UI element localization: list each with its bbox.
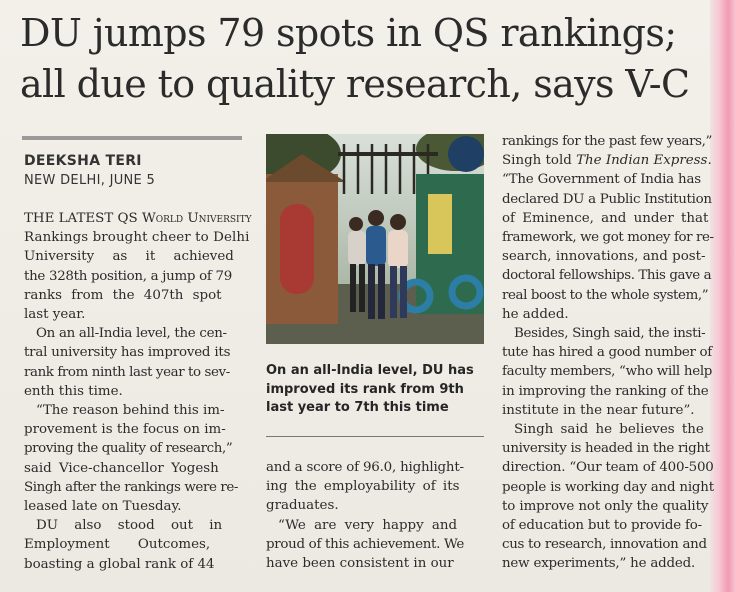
text-line: ranks from the 407th spot [24,287,222,303]
text-line: last year. [24,307,86,323]
text-line: and a score of 96.0, highlight- [266,460,464,475]
text-line: to improve not only the quality [502,498,709,514]
text-line: leased late on Tuesday. [24,499,182,515]
text-line: “The Government of India has [502,172,701,188]
headline-line-1: DU jumps 79 spots in QS rankings; [20,11,677,55]
caption-line: On an all-India level, DU has [266,363,474,378]
text-line: “The reason behind this im- [36,403,225,419]
byline: DEEKSHA TERI [24,153,142,169]
text-line: graduates. [266,498,339,514]
text-line: have been consistent in our [266,556,454,572]
caption-line: improved its rank from 9th [266,381,464,397]
text-line: Besides, Singh said, the insti- [514,326,706,342]
byline-rule [22,136,242,140]
text-line: proud of this achievement. We [266,536,465,552]
text-line: tral university has improved its [24,345,231,361]
caption-rule [266,436,484,437]
news-photo [266,134,484,344]
text-line: tute has hired a good number of [502,345,712,361]
text-line: Employment Outcomes, [24,537,211,553]
text-line: boasting a global rank of 44 [24,556,215,572]
text-line: rank from ninth last year to sev- [24,364,230,380]
text-line: doctoral fellowships. This gave a [502,268,712,284]
text-line: new experiments,” he added. [502,556,696,572]
text-line: Rankings brought cheer to Delhi [24,230,250,246]
text-line: Singh said he believes the [514,422,704,438]
text-line: framework, we got money for re- [502,230,714,246]
headline: DU jumps 79 spots in QS rankings; all du… [20,8,710,110]
text-line: Singh after the rankings were re- [24,479,238,495]
text-line: enth this time. [24,383,123,399]
highlighter-edge [710,0,736,592]
article-column-3: rankings for the past few years,” Singh … [502,132,724,574]
text-line: people is working day and night [502,479,714,495]
text-line: institute in the near future”. [502,402,695,418]
caption-line: last year to 7th this time [266,400,449,415]
article-column-1: THE LATEST QS World University Rankings … [24,209,252,574]
text-line: proving the quality of research,” [24,441,233,457]
text-line: declared DU a Public Institution [502,191,712,207]
text-line: provement is the focus on im- [24,422,226,438]
text-line: Singh told The Indian Express. [502,153,712,169]
text-line: real boost to the whole system,” [502,287,709,303]
text-line: faculty members, “who will help [502,364,713,380]
text-line: search, innovations, and post- [502,249,706,265]
text-line: direction. “Our team of 400-500 [502,460,714,476]
text-line: University as it achieved [24,249,234,265]
text-line: On an all-India level, the cen- [36,326,227,342]
text-line: THE LATEST QS World University [24,211,252,226]
text-line: of Eminence, and under that [502,210,709,226]
text-line: DU also stood out in [36,518,223,534]
headline-line-2: all due to quality research, says V-C [20,62,690,106]
text-line: “We are very happy and [278,517,458,533]
text-line: of education but to provide fo- [502,518,702,534]
campus-gate-photo [266,134,484,344]
text-line: university is headed in the right [502,441,710,457]
dateline: NEW DELHI, JUNE 5 [24,173,156,188]
text-line: cus to research, innovation and [502,537,707,553]
photo-caption: On an all-India level, DU has improved i… [266,362,488,418]
text-line: rankings for the past few years,” [502,134,712,149]
text-line: the 328th position, a jump of 79 [24,268,232,284]
article-column-2: and a score of 96.0, highlight- ing the … [266,458,488,573]
text-line: he added. [502,306,569,322]
publication-name: The Indian Express [576,153,708,169]
text-line: ing the employability of its [266,479,460,495]
text-line: said Vice-chancellor Yogesh [24,460,219,476]
text-line: in improving the ranking of the [502,383,709,399]
